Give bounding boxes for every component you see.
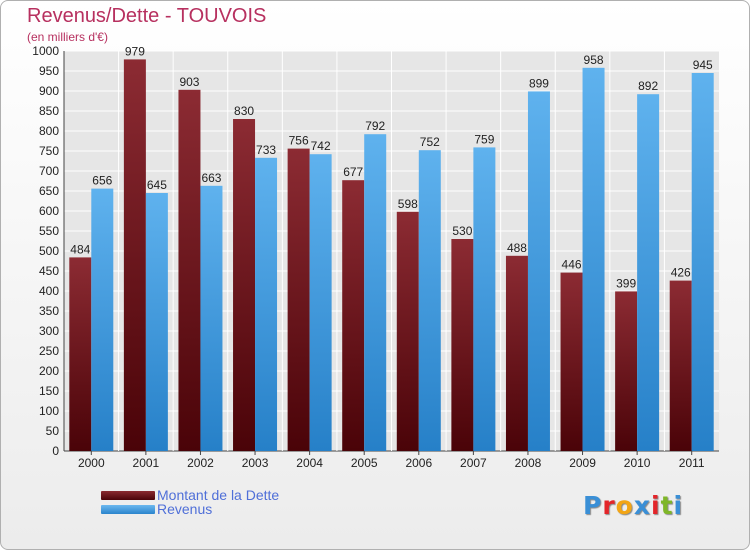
- bar-revenus: [473, 147, 496, 451]
- x-tick-label: 2000: [78, 456, 105, 470]
- bar-dette: [178, 89, 201, 452]
- logo-letter: i: [651, 491, 661, 520]
- y-tick-label: 550: [39, 224, 59, 238]
- chart-title: Revenus/Dette - TOUVOIS: [27, 5, 267, 27]
- data-label-dette: 426: [671, 266, 691, 280]
- x-tick-label: 2007: [460, 456, 487, 470]
- bar-dette: [342, 180, 365, 451]
- data-label-dette: 399: [616, 276, 636, 290]
- y-tick-label: 650: [39, 184, 59, 198]
- x-tick-label: 2004: [296, 456, 323, 470]
- bar-revenus: [637, 94, 660, 451]
- y-tick-label: 400: [39, 284, 59, 298]
- x-tick-label: 2006: [405, 456, 432, 470]
- bar-dette: [396, 211, 419, 451]
- data-label-revenus: 792: [365, 119, 385, 133]
- y-tick-label: 950: [39, 64, 59, 78]
- x-tick-label: 2010: [624, 456, 651, 470]
- bar-dette: [233, 119, 256, 451]
- x-tick-label: 2002: [187, 456, 214, 470]
- data-label-dette: 979: [125, 44, 145, 58]
- data-label-dette: 484: [70, 242, 90, 256]
- data-label-revenus: 958: [584, 53, 604, 67]
- x-tick-label: 2011: [679, 456, 705, 470]
- bar-dette: [505, 255, 528, 451]
- legend-item-dette: Montant de la Dette: [101, 487, 280, 503]
- data-label-revenus: 733: [256, 143, 276, 157]
- data-label-revenus: 656: [92, 174, 112, 188]
- proxiti-logo: Proxiti: [583, 491, 683, 520]
- logo-letter: r: [602, 491, 616, 520]
- data-label-dette: 446: [562, 258, 582, 272]
- logo-letter: P: [583, 491, 603, 520]
- bar-dette: [69, 257, 92, 451]
- data-label-dette: 756: [289, 134, 309, 148]
- x-tick-label: 2005: [351, 456, 378, 470]
- y-tick-label: 300: [39, 324, 59, 338]
- data-label-revenus: 892: [638, 79, 658, 93]
- y-tick-label: 350: [39, 304, 59, 318]
- bar-revenus: [309, 154, 332, 451]
- bar-revenus: [145, 193, 168, 451]
- y-tick-label: 750: [39, 144, 59, 158]
- logo-letter: x: [633, 491, 651, 520]
- x-tick-label: 2009: [569, 456, 596, 470]
- data-label-dette: 530: [452, 224, 472, 238]
- x-tick-label: 2001: [133, 456, 160, 470]
- x-tick-label: 2008: [515, 456, 542, 470]
- y-tick-label: 900: [39, 84, 59, 98]
- bar-dette: [123, 59, 146, 452]
- legend-label-dette: Montant de la Dette: [157, 487, 280, 503]
- data-label-revenus: 742: [311, 139, 331, 153]
- bar-revenus: [418, 150, 441, 451]
- data-label-revenus: 645: [147, 178, 167, 192]
- logo-letter: o: [615, 491, 634, 520]
- x-tick-label: 2003: [242, 456, 269, 470]
- bar-revenus: [582, 67, 605, 452]
- y-tick-label: 250: [39, 344, 59, 358]
- y-tick-label: 50: [46, 424, 60, 438]
- bar-revenus: [255, 157, 278, 452]
- data-label-revenus: 663: [201, 171, 221, 185]
- data-label-revenus: 759: [474, 132, 494, 146]
- logo-letter: i: [673, 491, 684, 520]
- data-label-dette: 598: [398, 197, 418, 211]
- legend-label-revenus: Revenus: [157, 501, 213, 517]
- bar-dette: [615, 291, 638, 451]
- bar-dette: [287, 148, 310, 451]
- data-label-revenus: 945: [693, 58, 713, 72]
- y-tick-label: 700: [39, 164, 59, 178]
- bar-revenus: [200, 185, 223, 452]
- bar-revenus: [91, 188, 114, 451]
- y-tick-label: 850: [39, 104, 59, 118]
- data-label-revenus: 752: [420, 135, 440, 149]
- data-label-dette: 830: [234, 104, 254, 118]
- y-tick-label: 450: [39, 264, 59, 278]
- bar-revenus: [527, 91, 550, 452]
- bar-revenus: [691, 73, 714, 451]
- legend-swatch-revenus: [101, 504, 155, 514]
- bar-dette: [451, 239, 474, 451]
- bar-revenus: [364, 134, 387, 451]
- y-tick-label: 500: [39, 244, 59, 258]
- logo-letter: t: [660, 491, 674, 520]
- y-tick-label: 600: [39, 204, 59, 218]
- y-tick-label: 1000: [32, 44, 59, 58]
- legend-item-revenus: Revenus: [101, 501, 213, 517]
- y-tick-label: 200: [39, 364, 59, 378]
- bar-dette: [560, 272, 583, 451]
- bar-dette: [669, 280, 692, 451]
- legend-swatch-dette: [101, 490, 155, 500]
- y-tick-label: 800: [39, 124, 59, 138]
- data-label-dette: 488: [507, 241, 527, 255]
- data-label-revenus: 899: [529, 76, 549, 90]
- y-tick-label: 100: [39, 404, 59, 418]
- data-label-dette: 903: [179, 75, 199, 89]
- data-label-dette: 677: [343, 165, 363, 179]
- y-tick-label: 150: [39, 384, 59, 398]
- y-tick-label: 0: [52, 444, 59, 458]
- chart-subtitle: (en milliers d'€): [27, 30, 108, 44]
